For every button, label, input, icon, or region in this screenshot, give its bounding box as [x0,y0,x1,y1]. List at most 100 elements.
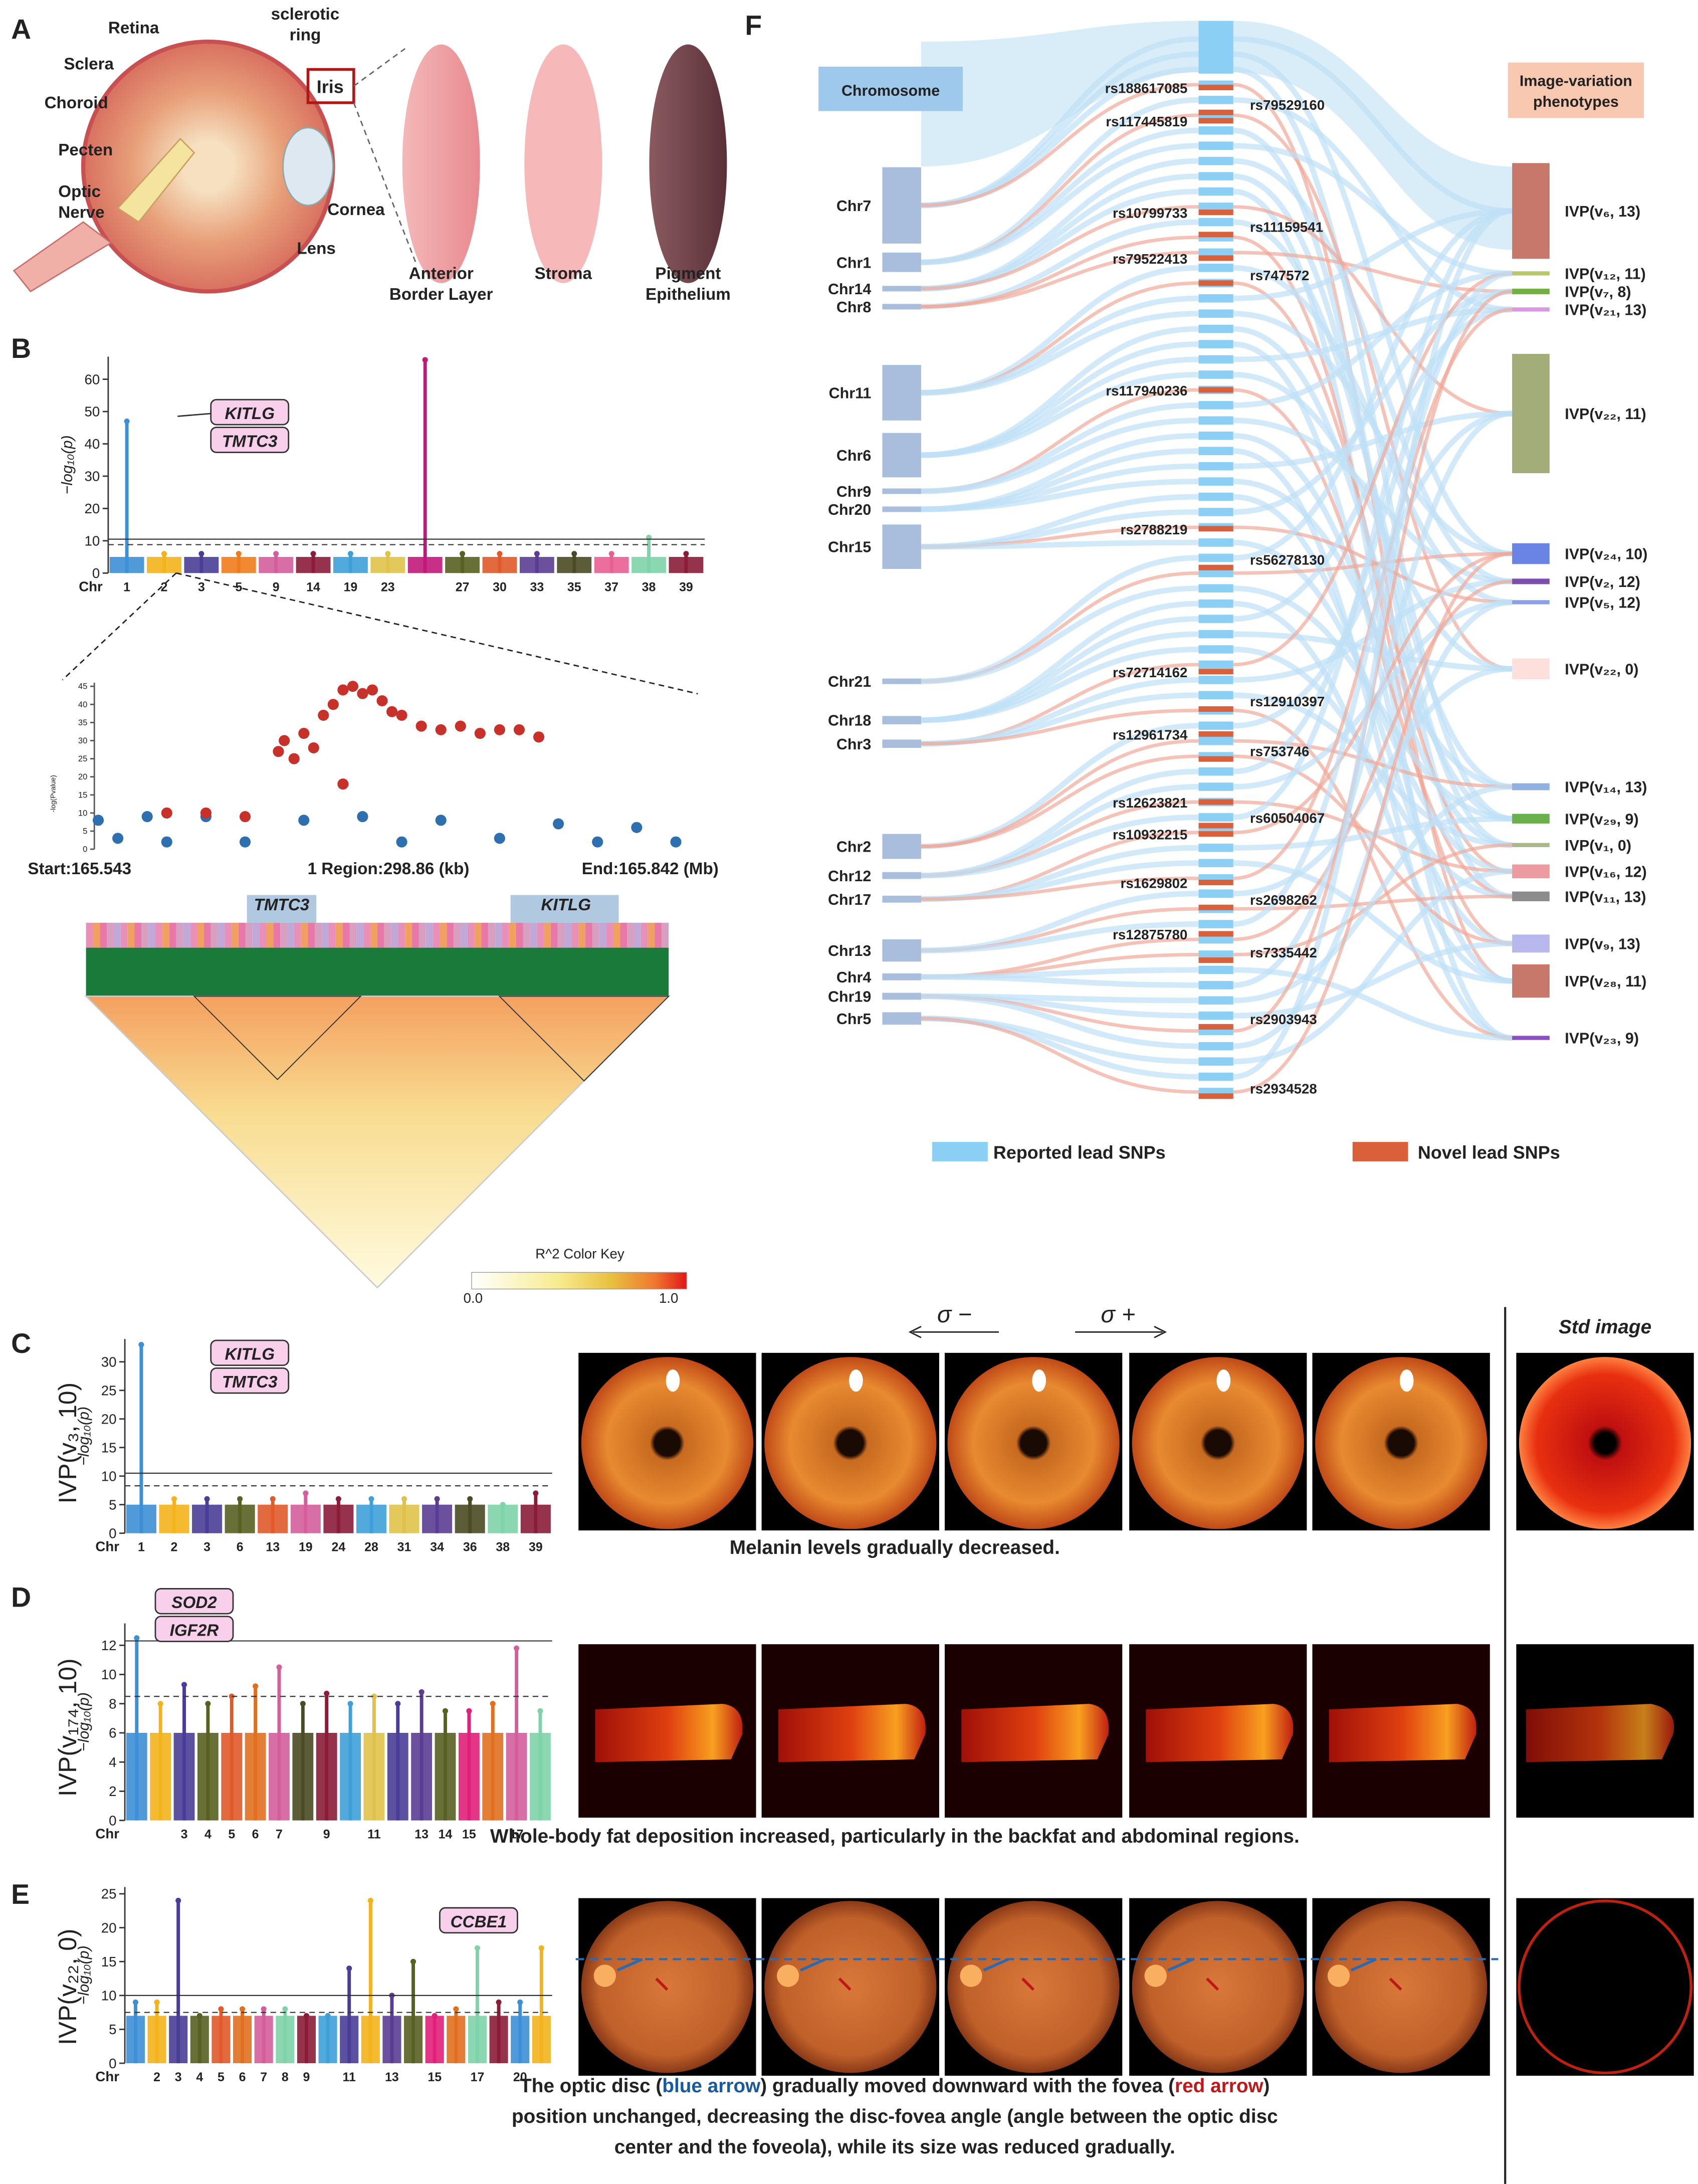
peak-dot [154,1999,160,2005]
y-axis-label: −log₁₀(p) [59,435,76,494]
peak-dot [418,1689,424,1695]
gene-box [210,399,290,426]
snp-bar [1198,462,1233,471]
snp-bar [1198,920,1233,928]
snp-label: rs747572 [1250,268,1309,283]
peak-dot [335,1496,341,1502]
chr-tick-label: 33 [530,580,544,594]
zoom-link [176,572,698,695]
gene-box [210,427,290,453]
phenotype-label: IVP(v₂₉, 9) [1565,811,1638,828]
peak-dot [432,2013,438,2019]
gene-label: SOD2 [171,1594,217,1612]
snp-label: rs79522413 [1113,251,1187,267]
ld-strip [398,922,405,948]
snp-bar [1198,553,1233,562]
chromosome-label: Chr19 [828,988,871,1006]
label: σ + [1101,1301,1136,1327]
ld-strip [495,922,503,948]
snp-point [239,811,251,823]
snp-point [337,684,349,696]
label: 0.0 [464,1290,483,1306]
phenotype-node [1512,964,1550,998]
chromosome-node [882,286,921,292]
flow [921,708,1199,746]
phenotype-node [1512,864,1550,879]
panel-label: D [11,1581,31,1613]
snp-bar [1198,767,1233,776]
line: Optic [58,182,101,201]
snp-bar [1198,957,1233,963]
flow [1233,289,1513,1033]
chromosome-label: Chr8 [836,299,871,316]
gene-label: TMTC3 [254,896,310,914]
ld-strip [349,922,357,948]
chromosome-node [882,939,921,962]
snp-bar [1198,370,1233,379]
snp-bar [1198,568,1233,577]
gene-box [154,1588,234,1615]
snp-bar [1198,859,1233,868]
y-tick-label: 0 [83,845,87,854]
flow [1233,270,1513,927]
snp-bar [1198,691,1233,700]
reflection [1216,1369,1231,1392]
chromosome-node [882,506,921,512]
snp-point [415,720,427,732]
y-tick-label: 0 [109,1525,116,1541]
peak-dot [303,1490,309,1496]
ld-strip [627,922,634,948]
snp-bar [1198,232,1233,238]
snp-bar [1198,645,1233,654]
y-axis-label: -log(Pvalue) [49,775,57,813]
ld-strip [474,922,482,948]
peak-dot [534,551,540,557]
snp-point [239,836,251,848]
phenotype-label: IVP(v₂₁, 13) [1565,301,1646,318]
peak-dot [496,1999,502,2005]
peak-dot [198,551,204,557]
phenotype-label: IVP(v₁₁, 13) [1565,888,1646,905]
chr-tick-label: 37 [604,580,618,594]
chr-tick-label: 17 [510,1828,524,1842]
peak-dot [303,2013,309,2019]
label: 1.0 [659,1290,678,1306]
snp-point [308,742,319,753]
snp-label: rs2698262 [1250,892,1317,908]
y-tick-label: 8 [109,1696,116,1711]
ld-strip [190,922,197,948]
phenotype-node [1512,307,1550,312]
ld-strip [252,922,260,948]
chr-tick-label: 13 [266,1540,280,1554]
optic-disc [1144,1964,1167,1987]
chr-tick-label: 13 [414,1828,429,1842]
snp-bar [1198,630,1233,639]
snp-bar [1198,508,1233,516]
caption: Whole-body fat deposition increased, par… [490,1826,1300,1847]
peak-dot [325,2013,331,2019]
snp-bar [1198,96,1233,104]
flow [921,143,1199,265]
y-tick-label: 5 [109,1497,116,1512]
label: Retina [108,19,159,38]
label: Std image [1559,1316,1651,1338]
panel-a [13,39,727,294]
y-tick-label: 5 [83,827,87,836]
chromosome-label: Chr2 [836,839,871,856]
flow [1233,418,1513,584]
snp-point [318,709,329,721]
snp-label: rs10799733 [1113,206,1187,221]
y-tick-label: 20 [101,1920,117,1935]
phenotype-node [1512,814,1550,824]
snp-bar [1198,823,1233,829]
peak-dot [218,2006,224,2012]
snp-bar [1198,799,1233,805]
chr-tick-label: 4 [196,2070,203,2084]
chr-tick-label: 14 [439,1828,453,1842]
snp-label: rs11159541 [1250,219,1323,235]
y-tick-label: 4 [109,1754,116,1770]
chr-tick-label: 2 [171,1540,178,1554]
top-flow [921,21,1513,250]
iris-image [764,1357,937,1529]
snp-bar [1198,280,1233,286]
